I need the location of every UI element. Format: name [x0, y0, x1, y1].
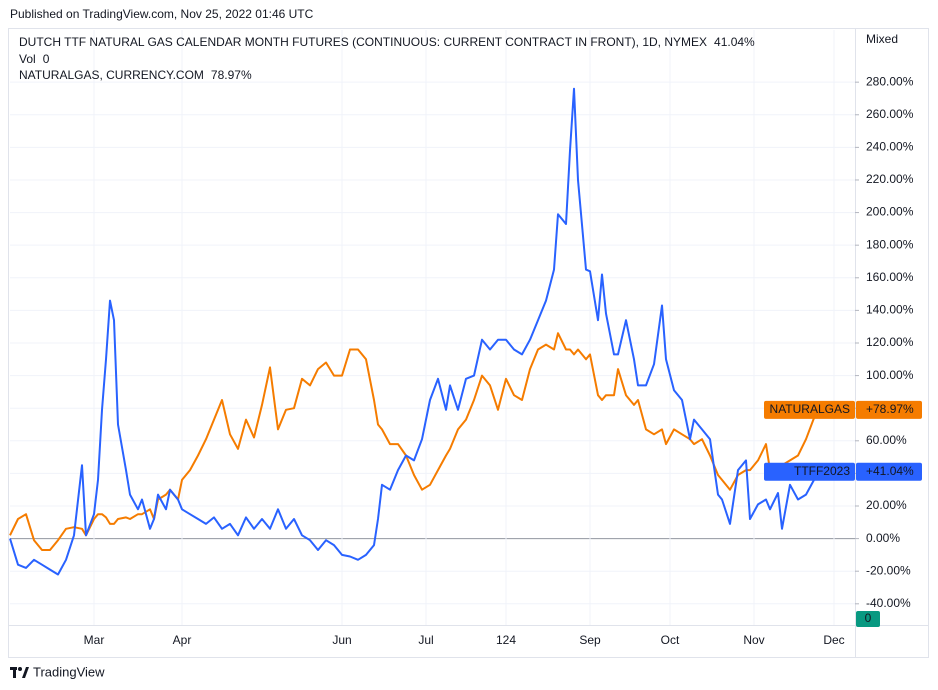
- price-tag-value: +78.97%: [866, 402, 914, 416]
- y-tick-label: -20.00%: [866, 563, 911, 577]
- y-tick-label: 100.00%: [866, 368, 914, 382]
- volume-tag: 0: [865, 611, 872, 625]
- y-tick-label: 120.00%: [866, 335, 914, 349]
- price-tag-name: NATURALGAS: [770, 402, 850, 416]
- legend-name: DUTCH TTF NATURAL GAS CALENDAR MONTH FUT…: [19, 35, 707, 49]
- legend-value: 78.97%: [211, 68, 252, 82]
- y-tick-label: 220.00%: [866, 172, 914, 186]
- y-tick-label: 180.00%: [866, 237, 914, 251]
- y-tick-label: -40.00%: [866, 596, 911, 610]
- volume-label: Vol: [19, 52, 36, 66]
- y-tick-label: 200.00%: [866, 205, 914, 219]
- brand: TradingView: [33, 664, 105, 679]
- y-tick-label: 160.00%: [866, 270, 914, 284]
- x-tick-label: Jul: [418, 633, 433, 647]
- logo-part: [13, 667, 16, 678]
- brand-logo: [10, 667, 29, 678]
- volume-value: 0: [43, 52, 50, 66]
- series-line: [9, 87, 815, 576]
- logo-part: [18, 667, 22, 671]
- x-tick-label: Sep: [579, 633, 601, 647]
- published-note: Published on TradingView.com, Nov 25, 20…: [10, 7, 314, 21]
- y-tick-label: 260.00%: [866, 107, 914, 121]
- y-tick-label: 0.00%: [866, 531, 900, 545]
- legend-value: 41.04%: [714, 35, 755, 49]
- y-tick-label: 240.00%: [866, 140, 914, 154]
- x-tick-label: 124: [496, 633, 516, 647]
- x-tick-label: Jun: [332, 633, 351, 647]
- y-tick-label: 20.00%: [866, 498, 907, 512]
- price-tag-bg: [856, 462, 922, 481]
- y-tick-label: 280.00%: [866, 74, 914, 88]
- x-tick-label: Dec: [823, 633, 844, 647]
- volume-tag-bg: [856, 611, 880, 627]
- legend-name: NATURALGAS, CURRENCY.COM: [19, 68, 204, 82]
- series-line: [9, 332, 815, 551]
- price-tag-name-bg: [764, 462, 855, 481]
- price-tag-value: +41.04%: [866, 464, 914, 478]
- price-tag-name-bg: [764, 400, 855, 419]
- x-tick-label: Apr: [173, 633, 192, 647]
- scale-mode: Mixed: [866, 32, 898, 46]
- x-tick-label: Mar: [84, 633, 105, 647]
- y-tick-label: 60.00%: [866, 433, 907, 447]
- chart-frame: [8, 28, 929, 658]
- price-tag-name: TTFF2023: [794, 464, 850, 478]
- logo-part: [22, 667, 29, 678]
- y-tick-label: 140.00%: [866, 303, 914, 317]
- x-tick-label: Nov: [743, 633, 764, 647]
- x-tick-label: Oct: [661, 633, 680, 647]
- price-tag-bg: [856, 400, 922, 419]
